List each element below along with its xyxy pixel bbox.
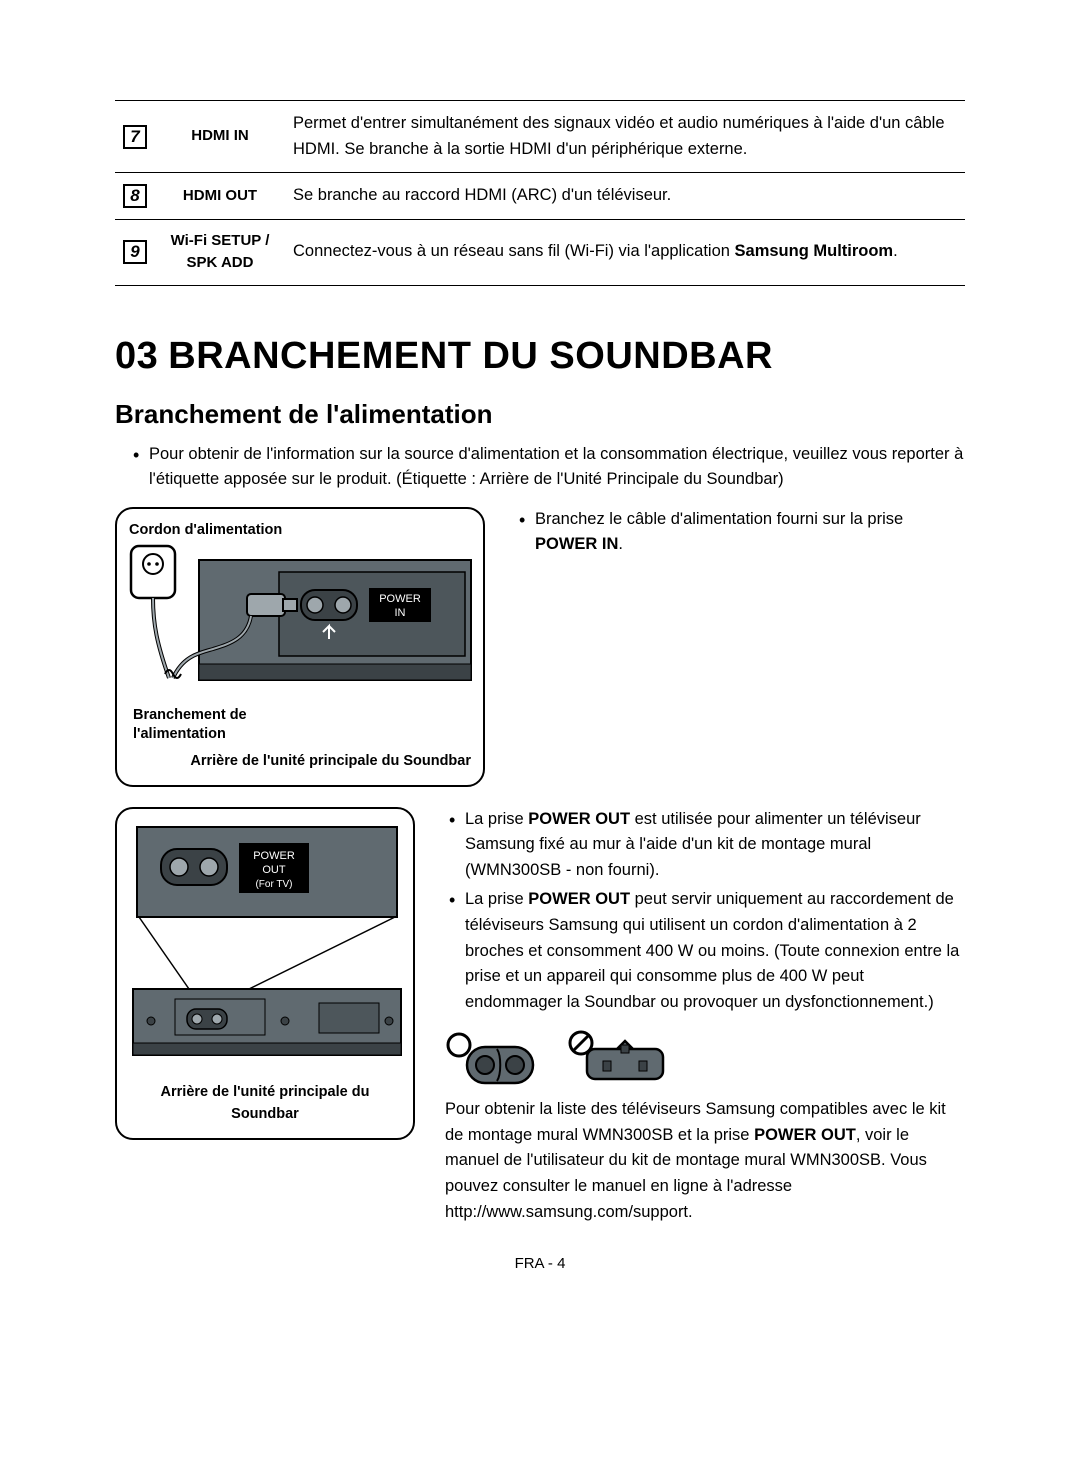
table-row: 7 HDMI IN Permet d'entrer simultanément … <box>115 101 965 173</box>
text: . <box>618 535 623 553</box>
row-number-badge: 8 <box>123 184 147 208</box>
power-out-bullet-2: La prise POWER OUT peut servir uniquemen… <box>449 887 965 1015</box>
port-label: HDMI OUT <box>155 173 285 220</box>
power-in-text: Branchez le câble d'alimentation fourni … <box>515 507 965 572</box>
table-row: 9 Wi-Fi SETUP / SPK ADD Connectez-vous à… <box>115 219 965 285</box>
text-bold: POWER OUT <box>528 890 630 908</box>
text: peut servir uniquement au raccordement d… <box>465 890 959 1010</box>
row-number-badge: 9 <box>123 240 147 264</box>
diagram2-caption: Arrière de l'unité principale du Soundba… <box>129 1082 401 1126</box>
power-out-text: La prise POWER OUT est utilisée pour ali… <box>445 807 965 1225</box>
row-power-out: POWER OUT (For TV) Arrière de l'unit <box>115 807 965 1225</box>
text: La prise <box>465 810 528 828</box>
row-number-badge: 7 <box>123 125 147 149</box>
power-in-svg: POWER IN <box>129 544 473 714</box>
cord-label: Cordon d'alimentation <box>129 521 471 541</box>
diagram-power-out: POWER OUT (For TV) Arrière de l'unit <box>115 807 415 1140</box>
port-description: Permet d'entrer simultanément des signau… <box>285 101 965 173</box>
port-label-line1: POWER <box>379 593 421 605</box>
port-label-line2: IN <box>395 607 406 619</box>
plug-allowed-icon <box>445 1031 539 1085</box>
text-bold: POWER IN <box>535 535 618 553</box>
text-bold: POWER OUT <box>754 1126 856 1144</box>
desc-text: Connectez-vous à un réseau sans fil (Wi-… <box>293 242 735 260</box>
diagram-power-in-wrapper: Cordon d'alimentation POWER IN <box>115 507 485 787</box>
plug-compatibility-icons <box>445 1029 965 1087</box>
diagram-power-in: Cordon d'alimentation POWER IN <box>115 507 485 787</box>
section-heading: 03BRANCHEMENT DU SOUNDBAR <box>115 328 965 385</box>
diagram1-caption: Arrière de l'unité principale du Soundba… <box>129 751 471 773</box>
table-row: 8 HDMI OUT Se branche au raccord HDMI (A… <box>115 173 965 220</box>
port-label-line1: POWER <box>253 850 295 862</box>
port-description: Connectez-vous à un réseau sans fil (Wi-… <box>285 219 965 285</box>
desc-text: . <box>893 242 898 260</box>
power-out-bullet-1: La prise POWER OUT est utilisée pour ali… <box>449 807 965 884</box>
intro-bullet-list: Pour obtenir de l'information sur la sou… <box>115 442 965 493</box>
port-description-table: 7 HDMI IN Permet d'entrer simultanément … <box>115 100 965 286</box>
desc-bold: Samsung Multiroom <box>735 242 894 260</box>
port-description: Se branche au raccord HDMI (ARC) d'un té… <box>285 173 965 220</box>
section-title-text: BRANCHEMENT DU SOUNDBAR <box>168 335 773 377</box>
page-footer: FRA - 4 <box>115 1253 965 1276</box>
row-power-in: Cordon d'alimentation POWER IN <box>115 507 965 787</box>
text-bold: POWER OUT <box>528 810 630 828</box>
diagram-power-out-wrapper: POWER OUT (For TV) Arrière de l'unit <box>115 807 415 1140</box>
section-number: 03 <box>115 335 158 377</box>
port-label: Wi-Fi SETUP / SPK ADD <box>155 219 285 285</box>
port-label: HDMI IN <box>155 101 285 173</box>
plug-not-allowed-icon <box>567 1029 667 1087</box>
subsection-heading: Branchement de l'alimentation <box>115 395 965 434</box>
power-out-paragraph: Pour obtenir la liste des téléviseurs Sa… <box>445 1097 965 1225</box>
power-out-svg: POWER OUT (For TV) <box>129 821 405 1069</box>
power-in-bullet: Branchez le câble d'alimentation fourni … <box>519 507 965 558</box>
intro-bullet: Pour obtenir de l'information sur la sou… <box>133 442 965 493</box>
text: La prise <box>465 890 528 908</box>
port-label-line3: (For TV) <box>255 879 292 890</box>
port-label-line2: OUT <box>262 864 286 876</box>
text: Branchez le câble d'alimentation fourni … <box>535 510 903 528</box>
